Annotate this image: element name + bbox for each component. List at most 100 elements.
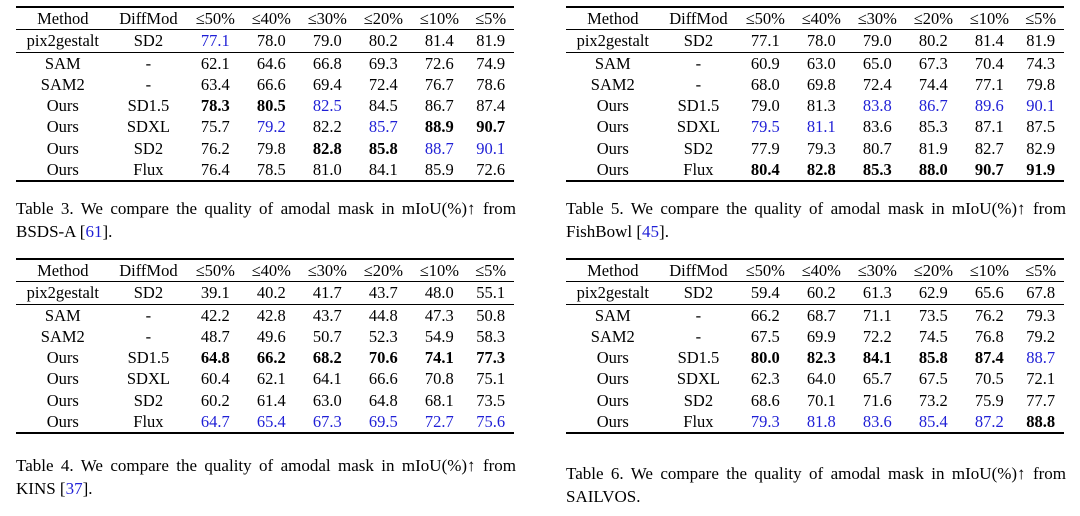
column-header: DiffMod	[659, 259, 738, 283]
citation-link[interactable]: 45	[642, 222, 660, 241]
column-header: ≤20%	[905, 259, 962, 283]
caption-text-end: ].	[659, 222, 669, 241]
method-cell: Ours	[596, 160, 629, 180]
miou-cell: 60.2	[793, 281, 850, 305]
method-cell: Ours	[46, 160, 79, 180]
miou-cell: 90.1	[476, 138, 506, 158]
miou-cell: 79.8	[256, 138, 286, 158]
miou-cell: 69.5	[368, 412, 398, 432]
caption-text: Table 5. We compare the quality of amoda…	[566, 199, 1066, 241]
column-header: ≤10%	[411, 259, 468, 283]
table-row: Ours Flux 76.4 78.5 81.0 84.1 85.9 72.6	[16, 159, 514, 181]
method-cell: SAM	[566, 51, 660, 74]
diffmod-cell: -	[659, 51, 738, 74]
miou-cell: 83.8	[862, 96, 892, 116]
miou-cell: 82.5	[312, 96, 342, 116]
column-header: DiffMod	[659, 7, 738, 31]
table-row: SAM2 - 68.0 69.8 72.4 74.4 77.1 79.8	[566, 74, 1064, 95]
miou-cell: 79.0	[849, 29, 906, 53]
miou-cell: 83.6	[862, 412, 892, 432]
miou-cell: 59.4	[737, 281, 794, 305]
table-row: SAM -42.2 42.8 43.7 44.8 47.3 50.8	[16, 303, 514, 326]
miou-cell: 77.1	[187, 29, 244, 53]
table-5-caption: Table 5. We compare the quality of amoda…	[566, 197, 1066, 243]
miou-cell: 43.7	[355, 281, 412, 305]
miou-cell: 90.1	[1026, 96, 1056, 116]
miou-cell: 88.0	[918, 160, 948, 180]
miou-cell: 66.2	[737, 303, 794, 326]
miou-cell: 82.8	[312, 138, 342, 158]
miou-cell: 39.1	[187, 281, 244, 305]
miou-cell: 85.8	[918, 348, 948, 368]
miou-cell: 40.2	[243, 281, 300, 305]
table-row: Ours SD2 68.6 70.1 71.6 73.2 75.9 77.7	[566, 390, 1064, 411]
miou-cell: 79.2	[256, 117, 286, 137]
method-cell: SAM2	[590, 74, 635, 94]
miou-cell: 68.0	[750, 74, 780, 94]
column-header: Method	[16, 7, 110, 31]
miou-cell: 76.8	[974, 326, 1004, 346]
miou-cell: 81.9	[467, 29, 514, 53]
miou-cell: 44.8	[355, 303, 412, 326]
miou-cell: 76.7	[424, 74, 454, 94]
miou-cell: 68.1	[424, 390, 454, 410]
table-row: Ours SD1.5 79.0 81.3 83.8 86.7 89.6 90.1	[566, 95, 1064, 116]
miou-cell: 72.7	[424, 412, 454, 432]
miou-cell: 75.9	[974, 390, 1004, 410]
miou-cell: 50.7	[312, 326, 342, 346]
column-header: DiffMod	[109, 259, 188, 283]
method-cell: Ours	[596, 412, 629, 432]
miou-cell: 82.8	[806, 160, 836, 180]
column-header: ≤5%	[1017, 7, 1064, 31]
miou-cell: 73.2	[918, 390, 948, 410]
method-cell: pix2gestalt	[16, 29, 110, 53]
miou-cell: 55.1	[467, 281, 514, 305]
miou-cell: 74.1	[424, 348, 454, 368]
method-cell: SAM	[16, 303, 110, 326]
miou-cell: 63.0	[793, 51, 850, 74]
miou-cell: 79.2	[1026, 326, 1056, 346]
miou-cell: 87.5	[1026, 117, 1056, 137]
method-cell: SAM2	[40, 74, 85, 94]
miou-cell: 81.4	[411, 29, 468, 53]
table-row: SAM -62.1 64.6 66.8 69.3 72.6 74.9	[16, 51, 514, 74]
table-5-block: Method DiffMod ≤50% ≤40% ≤30% ≤20% ≤10% ≤5% pix…	[566, 6, 1064, 182]
header-row: Method DiffMod ≤50% ≤40% ≤30% ≤20% ≤10% ≤5%	[566, 7, 1064, 31]
miou-cell: 69.8	[806, 74, 836, 94]
method-cell: Ours	[596, 138, 629, 158]
miou-cell: 74.3	[1017, 51, 1064, 74]
table-row: Ours SD1.5 78.3 80.5 82.5 84.5 86.7 87.4	[16, 95, 514, 116]
miou-cell: 63.0	[312, 390, 342, 410]
table-row: Ours SD2 60.2 61.4 63.0 64.8 68.1 73.5	[16, 390, 514, 411]
miou-cell: 62.3	[750, 369, 780, 389]
citation-link[interactable]: 61	[85, 222, 103, 241]
miou-cell: 78.3	[200, 96, 230, 116]
miou-cell: 78.5	[256, 160, 286, 180]
method-cell: Ours	[596, 96, 629, 116]
miou-cell: 70.8	[424, 369, 454, 389]
table-row: SAM2 - 48.7 49.6 50.7 52.3 54.9 58.3	[16, 326, 514, 347]
table-row: Ours Flux 79.3 81.8 83.6 85.4 87.2 88.8	[566, 411, 1064, 433]
miou-cell: 48.0	[411, 281, 468, 305]
miou-cell: 71.6	[862, 390, 892, 410]
column-header: ≤30%	[849, 7, 906, 31]
column-header: ≤30%	[299, 7, 356, 31]
miou-cell: 52.3	[368, 326, 398, 346]
results-table: Method DiffMod ≤50% ≤40% ≤30% ≤20% ≤10% ≤5% pix…	[16, 258, 514, 434]
miou-cell: 67.5	[918, 369, 948, 389]
diffmod-cell: -	[109, 303, 188, 326]
miou-cell: 78.0	[793, 29, 850, 53]
table-3-caption: Table 3. We compare the quality of amoda…	[16, 197, 516, 243]
miou-cell: 75.7	[200, 117, 230, 137]
caption-text: Table 4. We compare the quality of amoda…	[16, 456, 516, 498]
miou-cell: 72.6	[476, 160, 506, 180]
column-header: ≤40%	[793, 7, 850, 31]
miou-cell: 65.0	[849, 51, 906, 74]
diffmod-cell: SD2	[109, 281, 188, 305]
diffmod-cell: SDXL	[126, 117, 170, 137]
miou-cell: 64.0	[806, 369, 836, 389]
miou-cell: 60.2	[200, 390, 230, 410]
citation-link[interactable]: 37	[65, 479, 83, 498]
table-row: SAM -60.9 63.0 65.0 67.3 70.4 74.3	[566, 51, 1064, 74]
method-cell: Ours	[596, 348, 629, 368]
